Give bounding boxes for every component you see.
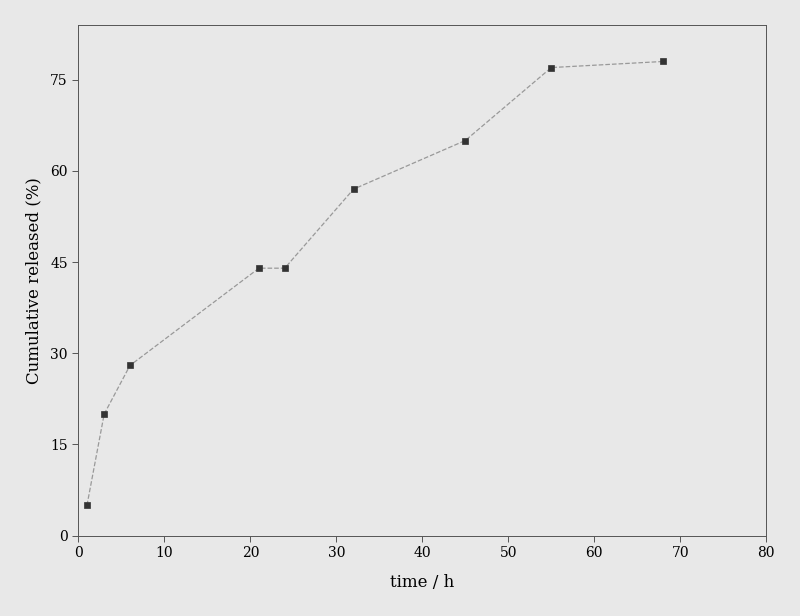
Y-axis label: Cumulative released (%): Cumulative released (%) (25, 177, 42, 384)
X-axis label: time / h: time / h (390, 574, 454, 591)
